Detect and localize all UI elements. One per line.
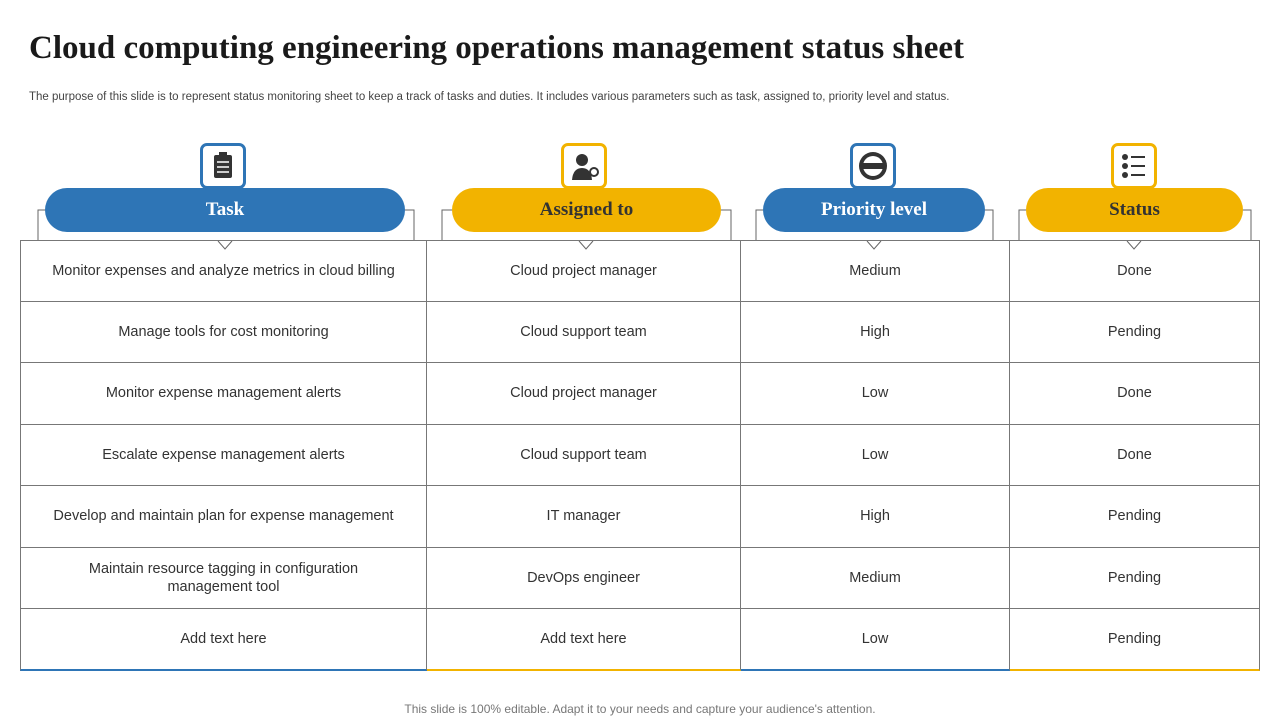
column-header: Task bbox=[45, 188, 405, 232]
clipboard bbox=[214, 152, 232, 178]
table-cell: High bbox=[741, 301, 1010, 363]
table-cell: Cloud support team bbox=[427, 424, 741, 486]
table-cell: Cloud support team bbox=[427, 301, 741, 363]
table-cell: Medium bbox=[741, 240, 1010, 302]
subtitle: The purpose of this slide is to represen… bbox=[29, 91, 950, 103]
table-cell: Pending bbox=[1010, 486, 1260, 548]
table-cell: Maintain resource tagging in configurati… bbox=[20, 547, 427, 609]
table-cell: IT manager bbox=[427, 486, 741, 548]
table-cell: Low bbox=[741, 363, 1010, 425]
list bbox=[1122, 154, 1145, 178]
column-header: Priority level bbox=[763, 188, 985, 232]
title: Cloud computing engineering operations m… bbox=[29, 30, 965, 66]
table-cell: Medium bbox=[741, 547, 1010, 609]
table-cell: Done bbox=[1010, 363, 1260, 425]
column-header: Status bbox=[1026, 188, 1243, 232]
table-cell: Pending bbox=[1010, 301, 1260, 363]
table-cell: Cloud project manager bbox=[427, 363, 741, 425]
table-cell: Monitor expenses and analyze metrics in … bbox=[20, 240, 427, 302]
person-icon bbox=[561, 143, 607, 189]
table-cell: Done bbox=[1010, 240, 1260, 302]
table-cell: Develop and maintain plan for expense ma… bbox=[20, 486, 427, 548]
table-cell: Manage tools for cost monitoring bbox=[20, 301, 427, 363]
table-cell: Pending bbox=[1010, 609, 1260, 671]
table-cell: Escalate expense management alerts bbox=[20, 424, 427, 486]
table-cell: High bbox=[741, 486, 1010, 548]
table-cell: Pending bbox=[1010, 547, 1260, 609]
list-icon bbox=[1111, 143, 1157, 189]
table-cell: Low bbox=[741, 424, 1010, 486]
table-cell: Add text here bbox=[20, 609, 427, 671]
task-icon bbox=[200, 143, 246, 189]
column-header: Assigned to bbox=[452, 188, 721, 232]
table-cell: DevOps engineer bbox=[427, 547, 741, 609]
table-cell: Low bbox=[741, 609, 1010, 671]
table-cell: Cloud project manager bbox=[427, 240, 741, 302]
badge-icon bbox=[850, 143, 896, 189]
footer: This slide is 100% editable. Adapt it to… bbox=[404, 702, 876, 716]
badge bbox=[859, 152, 887, 180]
table-cell: Add text here bbox=[427, 609, 741, 671]
table-cell: Done bbox=[1010, 424, 1260, 486]
person bbox=[572, 154, 599, 180]
table-cell: Monitor expense management alerts bbox=[20, 363, 427, 425]
